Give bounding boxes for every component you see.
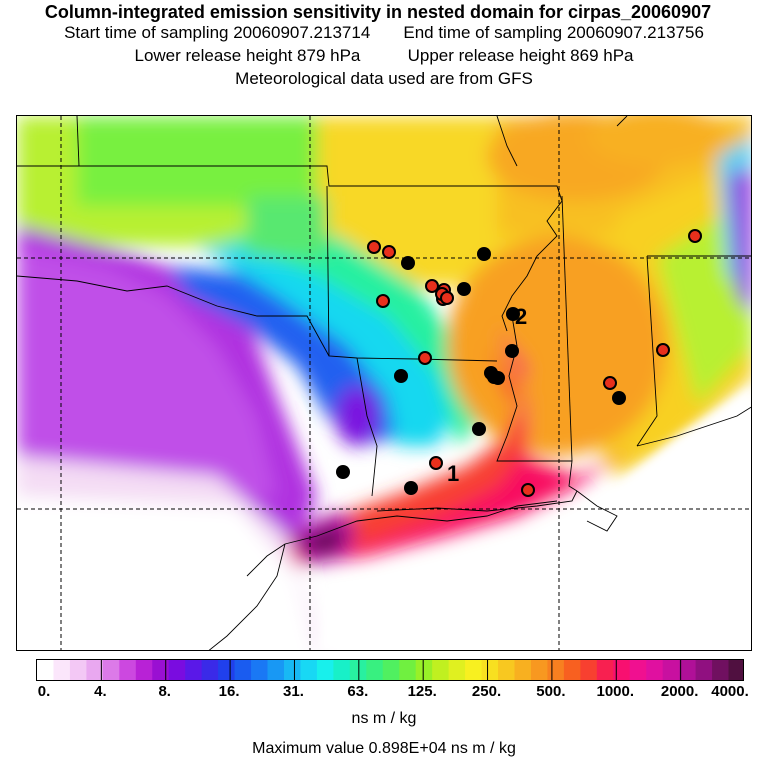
red-sample-point	[382, 245, 396, 259]
black-sample-point	[612, 391, 626, 405]
legend-swatch	[234, 660, 252, 680]
legend-swatch	[333, 660, 351, 680]
red-sample-point	[521, 483, 535, 497]
red-sample-point	[429, 456, 443, 470]
legend-swatch	[69, 660, 87, 680]
legend-swatch	[366, 660, 384, 680]
start-time-text: Start time of sampling 20060907.213714	[64, 23, 371, 42]
black-sample-point	[472, 422, 486, 436]
legend-unit: ns m / kg	[351, 710, 417, 727]
legend-swatch	[448, 660, 466, 680]
black-sample-point	[394, 369, 408, 383]
legend-tick-label: 1000.	[596, 683, 635, 700]
legend-swatch	[728, 660, 743, 680]
legend-swatch	[432, 660, 450, 680]
legend-swatch	[465, 660, 483, 680]
legend-tick-label: 0.	[37, 683, 51, 700]
upper-height-text: Upper release height 869 hPa	[407, 46, 634, 65]
title-sampling-times: Start time of sampling 20060907.213714 E…	[0, 23, 768, 43]
legend-swatch	[53, 660, 71, 680]
legend-swatch	[415, 660, 433, 680]
legend-swatch	[152, 660, 170, 680]
map-gridlines	[17, 116, 751, 650]
black-sample-point	[505, 344, 519, 358]
legend-swatch	[662, 660, 680, 680]
legend-swatch	[300, 660, 318, 680]
legend-swatch	[168, 660, 186, 680]
end-time-text: End time of sampling 20060907.213756	[403, 23, 704, 42]
legend-swatch	[185, 660, 203, 680]
black-sample-point	[506, 307, 520, 321]
red-sample-point	[418, 351, 432, 365]
legend-tick-label: 16.	[218, 683, 240, 700]
red-sample-point	[603, 376, 617, 390]
legend-swatch	[646, 660, 664, 680]
legend-swatch	[629, 660, 647, 680]
legend-swatch	[514, 660, 532, 680]
black-sample-point	[477, 247, 491, 261]
title-met-data: Meteorological data used are from GFS	[235, 69, 533, 88]
legend-tick-label: 31.	[283, 683, 304, 700]
legend-swatch	[135, 660, 153, 680]
legend-swatch	[119, 660, 137, 680]
black-sample-point	[491, 371, 505, 385]
legend-swatch	[712, 660, 730, 680]
legend-swatch	[218, 660, 236, 680]
label-point-1: 1	[447, 461, 459, 486]
red-sample-point	[376, 294, 390, 308]
black-sample-point	[457, 282, 471, 296]
legend-swatch	[382, 660, 400, 680]
legend-tick-label: 250.	[471, 683, 502, 700]
legend-swatch	[267, 660, 285, 680]
legend-swatch	[695, 660, 713, 680]
color-legend	[36, 659, 744, 681]
legend-swatch	[580, 660, 598, 680]
legend-tick-label: 125.	[407, 683, 437, 700]
sensitivity-field	[17, 116, 751, 650]
map-borders	[17, 116, 751, 650]
legend-swatch	[316, 660, 334, 680]
legend-swatch	[563, 660, 581, 680]
title-main: Column-integrated emission sensitivity i…	[44, 2, 712, 22]
red-sample-point	[425, 279, 439, 293]
legend-swatch	[251, 660, 269, 680]
title-release-heights: Lower release height 879 hPa Upper relea…	[0, 46, 768, 66]
red-sample-point	[440, 291, 454, 305]
legend-tick-label: 2000.	[660, 683, 699, 700]
legend-swatch	[283, 660, 302, 680]
black-sample-point	[401, 256, 415, 270]
max-value-text: Maximum value 0.898E+04 ns m / kg	[252, 740, 516, 757]
legend-swatch	[596, 660, 614, 680]
legend-swatch	[37, 660, 55, 680]
legend-tick-label: 63.	[347, 683, 369, 700]
sample-points	[336, 229, 702, 497]
lower-height-text: Lower release height 879 hPa	[134, 46, 361, 65]
red-sample-point	[656, 343, 670, 357]
black-sample-point	[336, 465, 350, 479]
label-point-2: 2	[515, 304, 527, 329]
legend-swatch	[498, 660, 516, 680]
legend-swatch	[201, 660, 219, 680]
legend-swatch	[547, 660, 565, 680]
legend-swatch	[102, 660, 120, 680]
legend-swatch	[530, 660, 549, 680]
legend-tick-label: 4000.	[711, 683, 749, 700]
legend-swatch	[86, 660, 104, 680]
red-sample-point	[367, 240, 381, 254]
black-sample-point	[404, 481, 418, 495]
legend-tick-label: 500.	[536, 683, 566, 700]
legend-swatch	[679, 660, 697, 680]
legend-swatch	[481, 660, 499, 680]
legend-tick-label: 4.	[94, 683, 107, 700]
red-sample-point	[688, 229, 702, 243]
sensitivity-map: 1 2	[16, 115, 752, 651]
legend-swatch	[613, 660, 631, 680]
legend-swatch	[399, 660, 417, 680]
legend-tick-label: 8.	[158, 683, 171, 700]
